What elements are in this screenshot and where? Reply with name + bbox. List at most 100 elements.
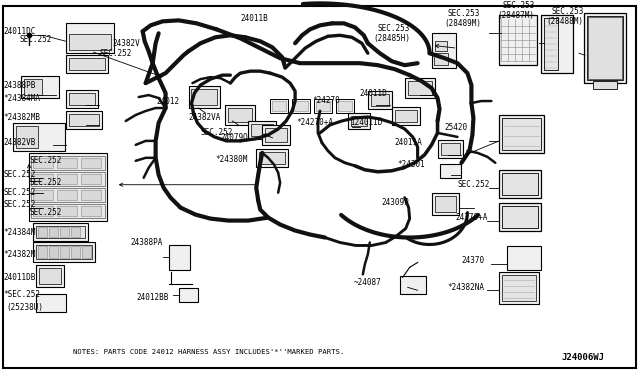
Bar xyxy=(248,121,276,139)
Bar xyxy=(371,94,388,106)
Bar xyxy=(24,79,42,95)
Bar xyxy=(38,247,47,259)
Bar xyxy=(13,123,65,151)
Text: SEC.252: SEC.252 xyxy=(200,128,233,137)
Bar xyxy=(348,113,370,129)
Bar xyxy=(33,206,53,216)
Bar xyxy=(179,288,198,302)
Bar xyxy=(31,156,105,170)
Bar xyxy=(265,128,287,142)
Bar xyxy=(584,13,626,83)
Text: 24012BB: 24012BB xyxy=(137,293,169,302)
Text: *24270+A: *24270+A xyxy=(296,118,333,128)
Bar xyxy=(438,140,463,158)
Bar xyxy=(440,164,461,178)
Bar xyxy=(69,114,99,126)
Text: 24011D: 24011D xyxy=(360,89,388,97)
Text: SEC.253: SEC.253 xyxy=(447,9,480,18)
Text: (25238U): (25238U) xyxy=(6,303,44,312)
Text: *24380M: *24380M xyxy=(216,155,248,164)
Bar xyxy=(69,58,105,70)
Bar xyxy=(71,227,80,237)
Text: 24309P: 24309P xyxy=(382,198,410,207)
Text: SEC.252: SEC.252 xyxy=(3,188,36,197)
Bar xyxy=(31,172,105,186)
Bar xyxy=(502,275,536,301)
Bar xyxy=(33,243,95,262)
Text: (28485H): (28485H) xyxy=(374,34,411,43)
Bar xyxy=(400,276,426,294)
Bar xyxy=(81,190,101,200)
Bar xyxy=(66,90,98,108)
Bar xyxy=(16,126,38,148)
Text: SEC.252: SEC.252 xyxy=(29,178,61,187)
Bar xyxy=(57,206,77,216)
Bar xyxy=(404,78,435,98)
Bar xyxy=(499,203,541,231)
Bar xyxy=(66,111,102,129)
Text: 25420: 25420 xyxy=(445,124,468,132)
Text: 24011DB: 24011DB xyxy=(3,273,36,282)
Bar xyxy=(499,115,544,153)
Bar xyxy=(259,152,285,164)
Bar xyxy=(431,33,456,68)
Bar xyxy=(593,81,617,89)
Bar xyxy=(392,107,420,125)
Bar xyxy=(499,170,541,198)
Bar xyxy=(502,173,538,195)
Bar xyxy=(499,15,537,65)
Bar xyxy=(33,158,53,168)
Bar xyxy=(66,55,108,73)
Bar xyxy=(31,188,105,202)
Text: SEC.252: SEC.252 xyxy=(100,49,132,58)
Bar xyxy=(262,125,290,145)
Text: 24012: 24012 xyxy=(157,97,180,106)
Text: SEC.252: SEC.252 xyxy=(29,156,61,165)
Bar xyxy=(316,101,330,111)
Text: 24011A: 24011A xyxy=(395,138,422,147)
Bar xyxy=(168,246,191,270)
Text: (28487M): (28487M) xyxy=(497,11,534,20)
Bar xyxy=(408,81,431,95)
Bar xyxy=(292,99,310,113)
Bar xyxy=(294,101,308,111)
Text: *24382M: *24382M xyxy=(3,250,36,259)
Bar xyxy=(57,158,77,168)
Text: *24382NA: *24382NA xyxy=(447,283,484,292)
Text: 24388PB: 24388PB xyxy=(3,81,36,90)
Text: J24006WJ: J24006WJ xyxy=(561,353,604,362)
Bar xyxy=(29,153,107,221)
Bar xyxy=(49,247,58,259)
Bar xyxy=(66,23,114,53)
Text: 24388PA: 24388PA xyxy=(131,238,163,247)
Bar xyxy=(314,99,332,113)
Text: *24384M: *24384M xyxy=(3,228,36,237)
Bar xyxy=(499,272,539,304)
Text: SEC.253: SEC.253 xyxy=(378,24,410,33)
Bar xyxy=(33,222,88,241)
Bar xyxy=(33,174,53,184)
Bar xyxy=(272,101,286,111)
Text: NOTES: PARTS CODE 24012 HARNESS ASSY INCLUDES'*''MARKED PARTS.: NOTES: PARTS CODE 24012 HARNESS ASSY INC… xyxy=(73,349,344,355)
Bar xyxy=(69,34,111,50)
Bar xyxy=(338,101,352,111)
Text: 24382V: 24382V xyxy=(113,39,141,48)
Text: 24370+A: 24370+A xyxy=(456,213,488,222)
Bar xyxy=(502,118,541,150)
Bar xyxy=(36,294,66,312)
Bar xyxy=(36,265,64,287)
Text: SEC.253: SEC.253 xyxy=(502,1,534,10)
Bar xyxy=(39,268,61,284)
Text: *24270: *24270 xyxy=(312,96,340,105)
Bar xyxy=(252,124,273,136)
Bar xyxy=(256,149,288,167)
Text: 24011B: 24011B xyxy=(240,14,268,23)
Text: (28489M): (28489M) xyxy=(445,19,481,28)
Bar xyxy=(336,99,354,113)
Bar xyxy=(541,15,573,73)
Bar xyxy=(60,227,69,237)
Bar xyxy=(36,225,85,237)
Bar xyxy=(81,206,101,216)
Text: SEC.252: SEC.252 xyxy=(3,200,36,209)
Bar xyxy=(368,91,392,109)
